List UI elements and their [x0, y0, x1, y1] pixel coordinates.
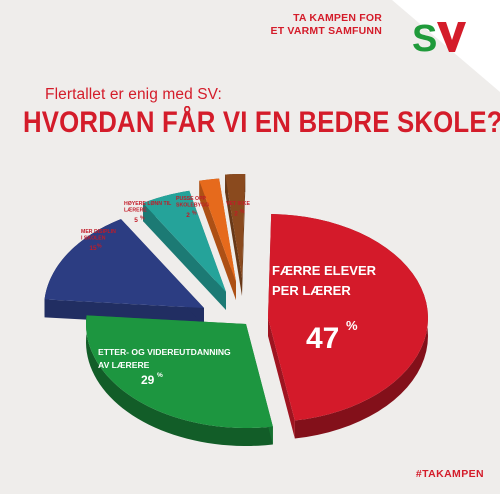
pie-slices — [44, 174, 428, 446]
value-slice-5: 2 — [186, 212, 190, 219]
campaign-line-2: ET VARMT SAMFUNN — [270, 25, 382, 37]
value-red: 47 — [306, 322, 339, 355]
pie-slice-4 — [142, 190, 226, 310]
logo-card: S — [392, 0, 500, 92]
pie-slice-6 — [225, 174, 246, 296]
value-green-unit: % — [157, 372, 163, 379]
value-slice-4-unit: % — [140, 216, 145, 222]
pie-labels: FÆRRE ELEVER PER LÆRER 47 % ETTER- OG VIDERE… — [81, 196, 377, 387]
logo-v-shape — [437, 22, 466, 52]
label-slice-3-line-2: I SKOLEN — [81, 236, 106, 242]
label-slice-6-line-1: VET IKKE — [226, 201, 250, 207]
label-red-line-2: PER LÆRER — [272, 283, 351, 298]
label-slice-4-line-1: HØYERE LØNN TIL — [124, 201, 172, 207]
label-red-line-1: FÆRRE ELEVER — [272, 263, 377, 278]
subtitle: Flertallet er enig med SV: — [45, 86, 222, 103]
value-slice-4: 5 — [134, 217, 138, 224]
label-slice-5-line-2: SKOLEBYGG — [176, 203, 209, 209]
value-red-unit: % — [346, 318, 358, 333]
campaign-slogan: TA KAMPEN FOR ET VARMT SAMFUNN — [212, 12, 382, 38]
value-slice-3-unit: % — [97, 244, 102, 250]
sv-logo-icon: S — [412, 18, 437, 60]
hashtag: #TAKAMPEN — [415, 468, 484, 480]
label-slice-4-line-2: LÆRERE — [124, 208, 147, 214]
page-title: HVORDAN FÅR VI EN BEDRE SKOLE? — [23, 106, 500, 139]
label-green-line-1: ETTER- OG VIDEREUTDANNING — [98, 347, 231, 357]
pie-slice-3 — [44, 219, 204, 326]
label-slice-3-line-1: MER DISIPLIN — [81, 229, 116, 235]
label-slice-5-line-1: PUSSE OPP — [176, 196, 207, 202]
campaign-line-1: TA KAMPEN FOR — [293, 12, 382, 24]
value-slice-3: 15 — [89, 245, 97, 252]
pie-slice-2 — [86, 315, 273, 446]
pie-slice-5 — [199, 178, 236, 300]
pie-slice-1 — [268, 214, 428, 439]
value-slice-6: 2 — [234, 211, 238, 218]
label-green-line-2: AV LÆRERE — [98, 360, 150, 370]
value-green: 29 — [141, 373, 155, 387]
value-slice-5-unit: % — [192, 211, 197, 217]
value-slice-6-unit: % — [240, 209, 245, 215]
